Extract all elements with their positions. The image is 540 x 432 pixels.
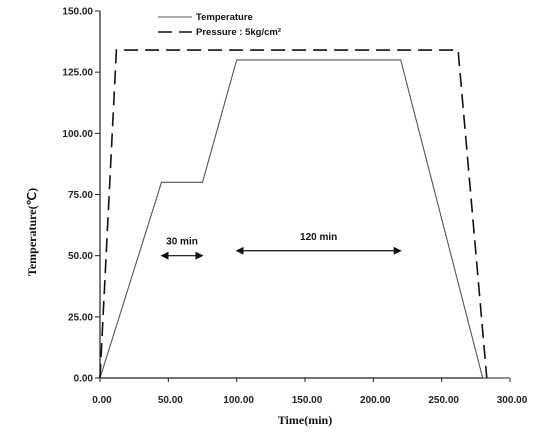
x-tick-label: 150.00 <box>292 395 323 406</box>
temperature-series-line <box>99 59 510 379</box>
y-tick-label: 150.00 <box>62 7 93 18</box>
x-tick-label: 250.00 <box>428 395 459 406</box>
y-tick-label: 125.00 <box>62 68 93 79</box>
x-tick-label: 300.00 <box>497 395 528 406</box>
x-axis-title: Time(min) <box>278 413 332 427</box>
pressure-series-line <box>99 49 488 379</box>
axes <box>99 11 510 379</box>
legend: Temperature Pressure : 5kg/cm² <box>158 12 281 38</box>
legend-temperature-label: Temperature <box>196 12 253 23</box>
x-tick-label: 200.00 <box>360 395 391 406</box>
y-axis-title: Temperature(℃) <box>25 188 39 276</box>
duration-label: 120 min <box>300 232 337 243</box>
ticks: 0.00 25.00 50.00 75.00 100.00 125.00 150.00 0.0… <box>62 7 527 407</box>
legend-pressure-label: Pressure : 5kg/cm² <box>196 27 281 38</box>
annotations: 30 min 120 min <box>160 232 402 260</box>
y-tick-label: 0.00 <box>74 374 94 385</box>
series-layer <box>99 49 510 379</box>
x-tick-label: 50.00 <box>158 395 183 406</box>
y-tick-label: 75.00 <box>68 190 93 201</box>
duration-label: 30 min <box>166 237 198 248</box>
x-tick-label: 0.00 <box>92 395 112 406</box>
x-tick-label: 100.00 <box>223 395 254 406</box>
y-tick-label: 25.00 <box>68 312 93 323</box>
y-tick-label: 100.00 <box>62 129 93 140</box>
y-tick-label: 50.00 <box>68 251 93 262</box>
